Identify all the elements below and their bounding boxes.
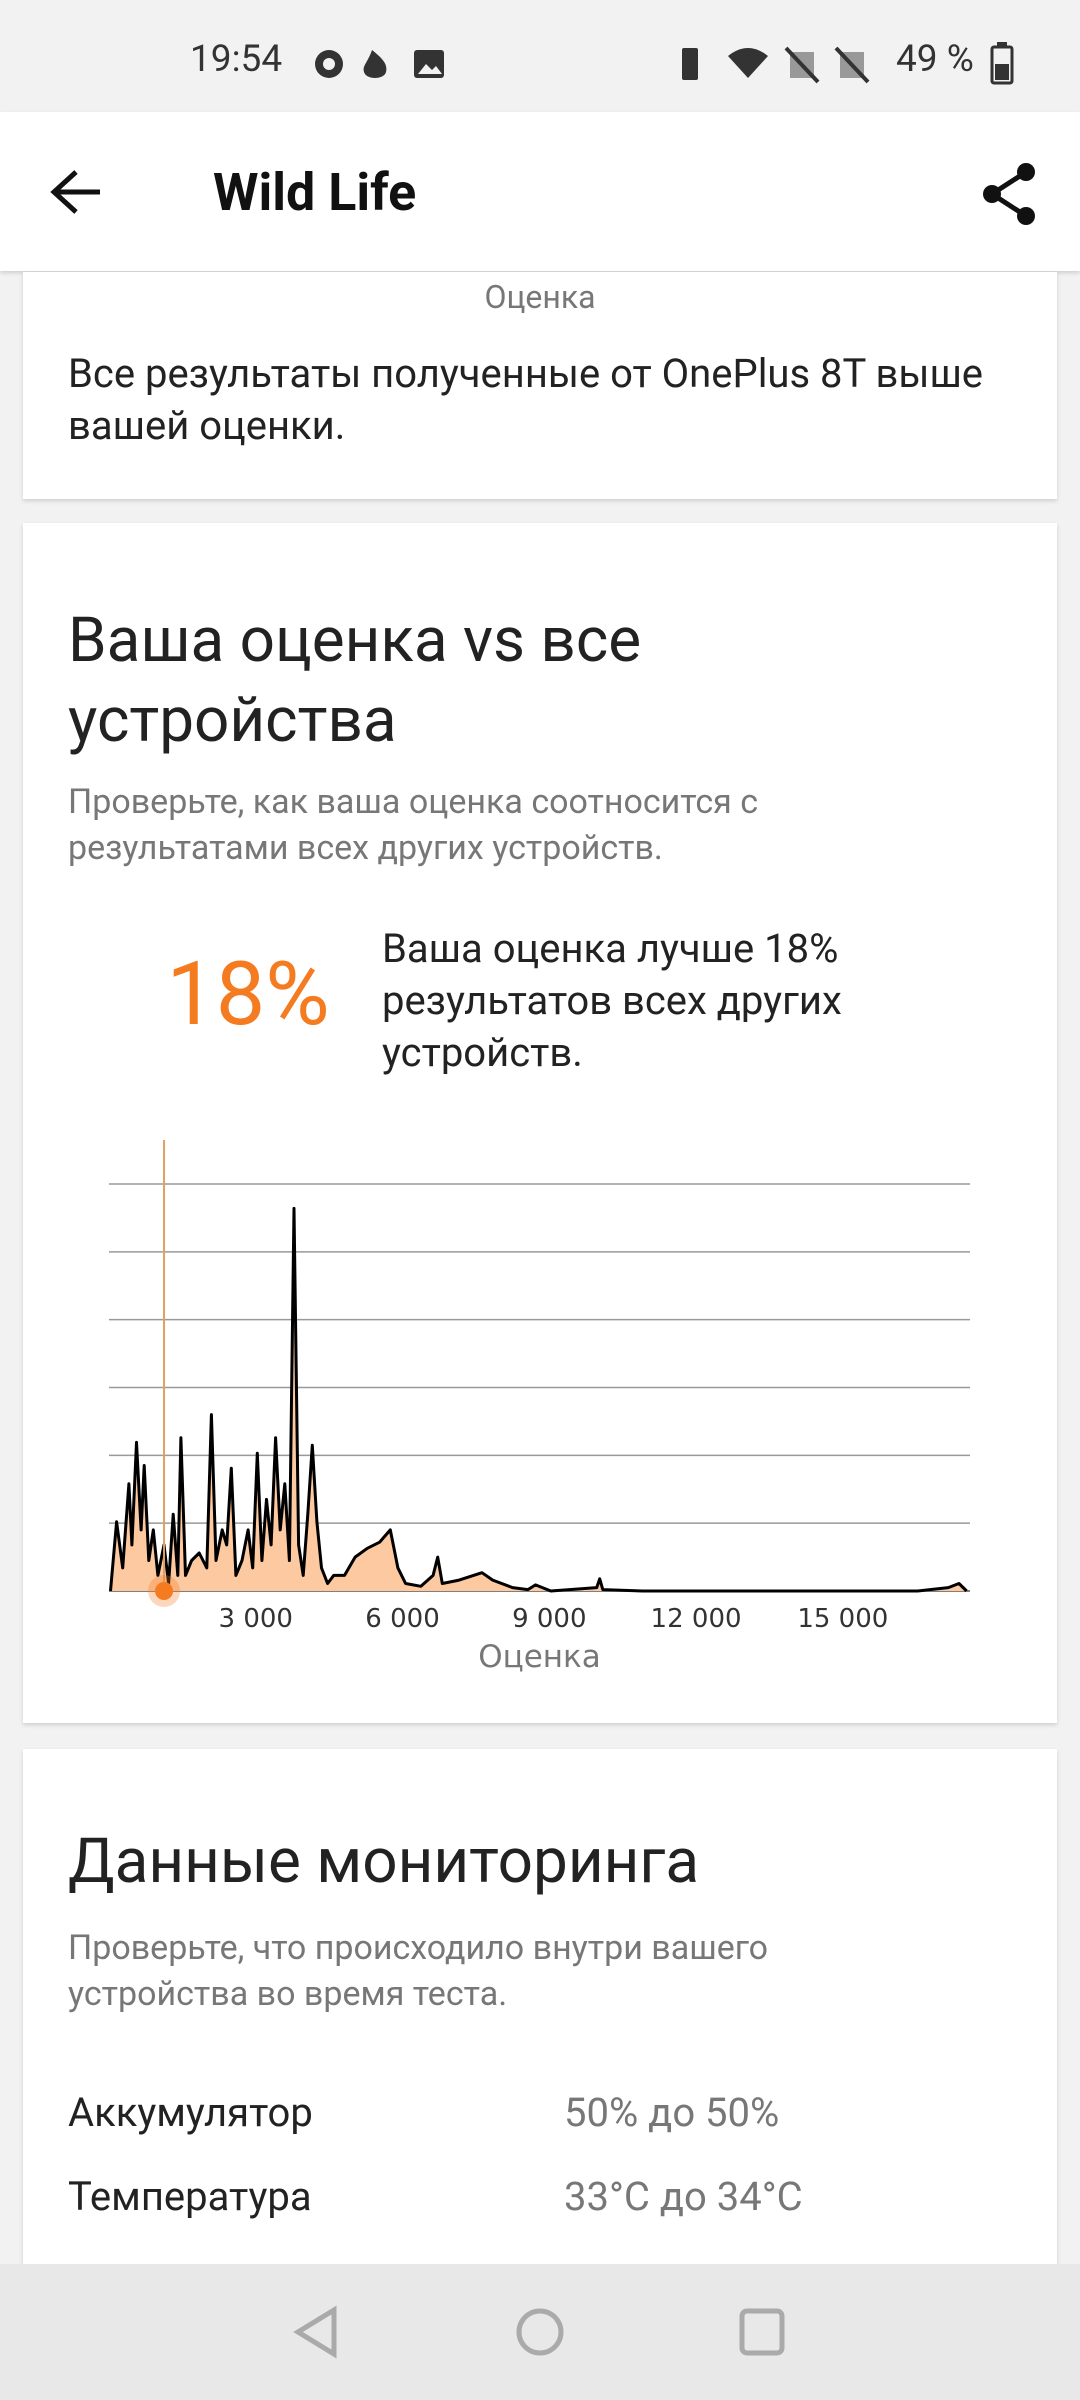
x-tick-label: 9 000 — [512, 1604, 586, 1634]
nav-bar — [0, 2264, 1080, 2400]
comparison-subtitle: Проверьте, как ваша оценка соотносится с… — [68, 782, 759, 868]
x-tick-label: 15 000 — [797, 1604, 888, 1634]
score-text: Все результаты полученные от OnePlus 8T … — [68, 350, 984, 449]
percent: 18% — [166, 943, 330, 1046]
x-tick-label: 12 000 — [651, 1604, 742, 1634]
score-card: Оценка Все результаты полученные от OneP… — [23, 272, 1057, 499]
monitoring-title: Данные мониторинга — [68, 1825, 700, 1898]
battery-level: 49 % — [896, 38, 974, 81]
x-tick-label: 6 000 — [365, 1604, 439, 1634]
status-bar: 19:54 49 % — [0, 0, 1080, 112]
app-title: Wild Life — [213, 162, 417, 223]
row-label: Аккумулятор — [68, 2089, 313, 2136]
row-value: 50% до 50% — [564, 2089, 780, 2136]
row-label: Температура — [68, 2173, 312, 2220]
clock: 19:54 — [190, 38, 283, 81]
status-icons-right — [682, 46, 870, 84]
x-axis-label: Оценка — [478, 1639, 601, 1675]
axis-label: Оценка — [484, 278, 596, 316]
histogram-line — [109, 1206, 968, 1593]
back-button[interactable] — [50, 168, 104, 216]
percent-description: Ваша оценка лучше 18% результатов всех д… — [382, 925, 842, 1076]
monitoring-subtitle: Проверьте, что происходило внутри вашего… — [68, 1928, 769, 2014]
share-button[interactable] — [980, 162, 1040, 226]
battery-icon — [990, 42, 1014, 85]
app-bar: Wild Life — [0, 112, 1080, 271]
status-icons — [315, 50, 444, 78]
histogram-chart: 3 000 6 000 9 000 12 000 15 000 Оценка — [109, 1140, 970, 1675]
nav-buttons[interactable] — [290, 2304, 790, 2360]
monitoring-card: Данные мониторинга Проверьте, что происх… — [23, 1749, 1057, 2309]
comparison-title: Ваша оценка vs все устройства — [68, 604, 642, 757]
x-tick-label: 3 000 — [219, 1604, 293, 1634]
score-marker — [155, 1582, 174, 1600]
histogram-area — [110, 1208, 967, 1591]
row-value: 33°C до 34°C — [564, 2173, 803, 2220]
